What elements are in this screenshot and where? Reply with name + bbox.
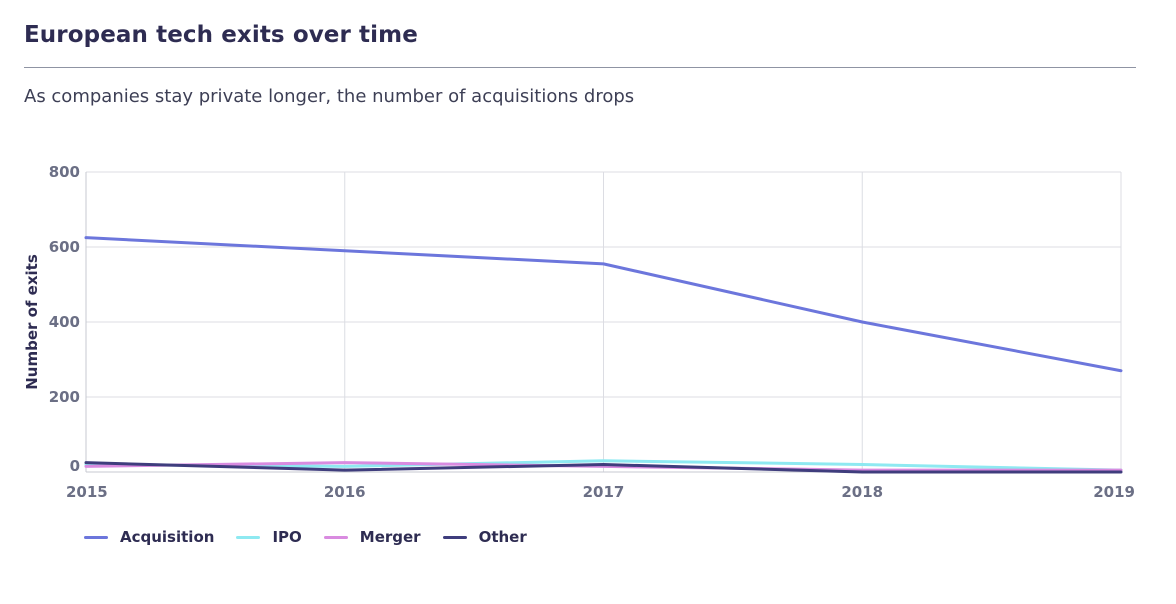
legend-label: Other	[478, 528, 527, 546]
y-axis-label: Number of exits	[23, 254, 41, 390]
chart-subtitle: As companies stay private longer, the nu…	[24, 86, 635, 107]
title-divider	[24, 67, 1136, 68]
legend-item-merger[interactable]: Merger	[323, 528, 421, 546]
x-tick-label: 2015	[66, 483, 108, 501]
series-lines	[84, 236, 1123, 474]
legend-item-ipo[interactable]: IPO	[236, 528, 302, 546]
chart-title: European tech exits over time	[24, 22, 418, 48]
legend-label: Acquisition	[120, 528, 215, 546]
y-tick-label: 0	[70, 457, 80, 475]
y-tick-label: 600	[49, 238, 80, 256]
x-tick-label: 2016	[324, 483, 366, 501]
y-tick-labels: 0 200 400 600 800	[49, 163, 80, 475]
legend-swatch-icon	[323, 535, 348, 539]
legend: Acquisition IPO Merger Other	[84, 528, 549, 546]
legend-item-acquisition[interactable]: Acquisition	[84, 528, 214, 546]
series-line-other	[84, 461, 1123, 474]
x-tick-label: 2019	[1093, 483, 1135, 501]
y-tick-label: 400	[49, 313, 80, 331]
legend-item-other[interactable]: Other	[442, 528, 527, 546]
legend-swatch-icon	[236, 535, 261, 539]
x-tick-labels: 2015 2016 2017 2018 2019	[66, 483, 1135, 501]
legend-label: Merger	[359, 528, 421, 546]
line-chart: 0 200 400 600 800 2015 2016 2017 2018 2019 Numbe…	[23, 163, 1135, 501]
series-line-acquisition	[84, 236, 1123, 373]
legend-swatch-icon	[84, 535, 108, 539]
x-tick-label: 2018	[841, 483, 883, 501]
grid-lines	[86, 171, 1122, 472]
series-line-ipo	[84, 459, 1123, 472]
x-tick-label: 2017	[583, 483, 625, 501]
y-tick-label: 800	[49, 163, 80, 181]
y-tick-label: 200	[49, 388, 80, 406]
legend-label: IPO	[272, 528, 302, 546]
legend-swatch-icon	[442, 535, 467, 539]
series-line-merger	[84, 461, 1123, 472]
